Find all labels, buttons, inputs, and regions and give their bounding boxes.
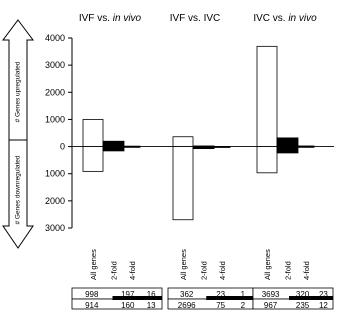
panel-title-italic: in vivo [113,13,142,24]
table-bottom-cell: 914 [85,301,99,310]
table-bottom-cell: 13 [147,301,156,310]
bar-down-2 [123,146,141,148]
table-bottom-cell: 12 [319,301,328,310]
y-tick-label: 1000 [45,114,65,124]
panel-title-main: IVF vs. IVC [170,13,221,24]
y-tick-label: 3000 [45,223,65,233]
table-bottom-cell: 75 [216,301,225,310]
down-axis-label: # Genes downregulated [15,155,22,224]
bar-down-0 [82,146,104,172]
y-tick-label: 4000 [45,33,65,43]
bar-down-1 [276,146,299,154]
table-legend-strip [112,296,162,300]
panel-title: IVF vs. in vivo [79,13,142,24]
table-legend-strip [206,296,253,300]
y-tick-label: 1000 [45,169,65,179]
table-top-cell: 1 [241,290,246,299]
bar-down-1 [192,146,215,150]
table-top-cell: 3693 [262,290,280,299]
table-bottom-cell: 160 [121,301,135,310]
table-bottom-cell: 235 [296,301,310,310]
category-label: 4-fold [128,261,137,280]
category-label: 2-fold [200,261,209,280]
y-tick-label: 2000 [45,196,65,206]
category-label: 2-fold [110,261,119,280]
table-top-cell: 16 [147,290,156,299]
panel-title-main: IVC vs. [253,13,288,24]
table-top-cell: 320 [296,290,310,299]
bar-up-0 [172,136,194,147]
double-arrow-icon [2,19,34,249]
bar-down-0 [256,146,278,174]
table-bottom-cell: 2696 [178,301,196,310]
category-label: All genes [263,249,272,280]
panel-title: IVC vs. in vivo [253,13,317,24]
bar-up-1 [276,137,299,147]
table-legend-strip [289,296,333,300]
panel-title-italic: in vivo [288,13,317,24]
bar-down-2 [213,146,231,148]
panel-title-main: IVF vs. [79,13,113,24]
category-label: 2-fold [284,261,293,280]
panel-title: IVF vs. IVC [170,13,221,24]
table-top-cell: 197 [121,290,135,299]
up-axis-label: # Genes upregulated [15,61,22,122]
category-label: 4-fold [218,261,227,280]
table-top-cell: 23 [319,290,328,299]
bar-down-1 [102,146,125,152]
bar-up-0 [256,45,278,147]
table-top-cell: 362 [180,290,194,299]
table-top-cell: 998 [85,290,99,299]
category-label: 4-fold [302,261,311,280]
y-tick-label: 3000 [45,60,65,70]
table-bottom-cell: 967 [264,301,278,310]
y-tick-label: 0 [60,142,65,152]
bar-down-0 [172,146,194,221]
bar-down-2 [297,146,315,148]
table-bottom-cell: 2 [241,301,246,310]
table-top-cell: 23 [216,290,225,299]
bar-up-0 [82,119,104,147]
y-tick-label: 2000 [45,87,65,97]
category-label: All genes [89,249,98,280]
category-label: All genes [179,249,188,280]
bar-up-1 [102,140,125,147]
